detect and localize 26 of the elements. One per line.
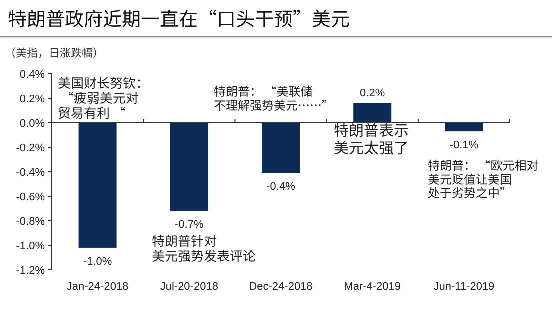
- annotation: 特朗普： “欧元相对美元贬值让美国处于劣势之中”: [428, 157, 539, 202]
- annotation: 美国财长努钦： “疲弱美元对贸易有利 “: [58, 73, 150, 122]
- data-label: -0.1%: [450, 140, 479, 152]
- x-tick-label: Jan-24-2018: [66, 281, 129, 293]
- y-tick-label: 0.4%: [20, 69, 46, 81]
- data-label: -0.7%: [175, 219, 204, 232]
- y-tick-label: -1.2%: [16, 265, 46, 277]
- y-tick-label: -0.2%: [16, 142, 46, 154]
- y-tick-label: -0.8%: [16, 216, 46, 228]
- y-tick-label: -0.6%: [16, 192, 46, 204]
- annotation: 特朗普针对美元强势发表评论: [152, 231, 256, 265]
- data-label: -1.0%: [83, 256, 112, 268]
- x-tick-label: Mar-4-2019: [344, 281, 402, 293]
- x-tick-label: Dec-24-2018: [249, 281, 313, 293]
- chart-title: 特朗普政府近期一直在“口头干预”美元: [8, 5, 350, 32]
- y-tick-label: 0.0%: [20, 118, 46, 130]
- annotation: 特朗普： “美联储不理解强势美元……”: [214, 83, 334, 114]
- y-tick-label: 0.2%: [20, 94, 46, 106]
- x-tick-label: Jul-20-2018: [160, 281, 218, 293]
- y-axis-title: （美指，日涨跌幅）: [5, 45, 104, 61]
- data-label: 0.2%: [360, 87, 386, 100]
- x-tick-label: Jun-11-2019: [434, 281, 495, 293]
- data-label: -0.4%: [266, 181, 296, 194]
- annotation: 特朗普表示美元太强了: [334, 120, 410, 158]
- y-tick-label: -1.0%: [16, 240, 46, 252]
- y-tick-label: -0.4%: [16, 167, 46, 179]
